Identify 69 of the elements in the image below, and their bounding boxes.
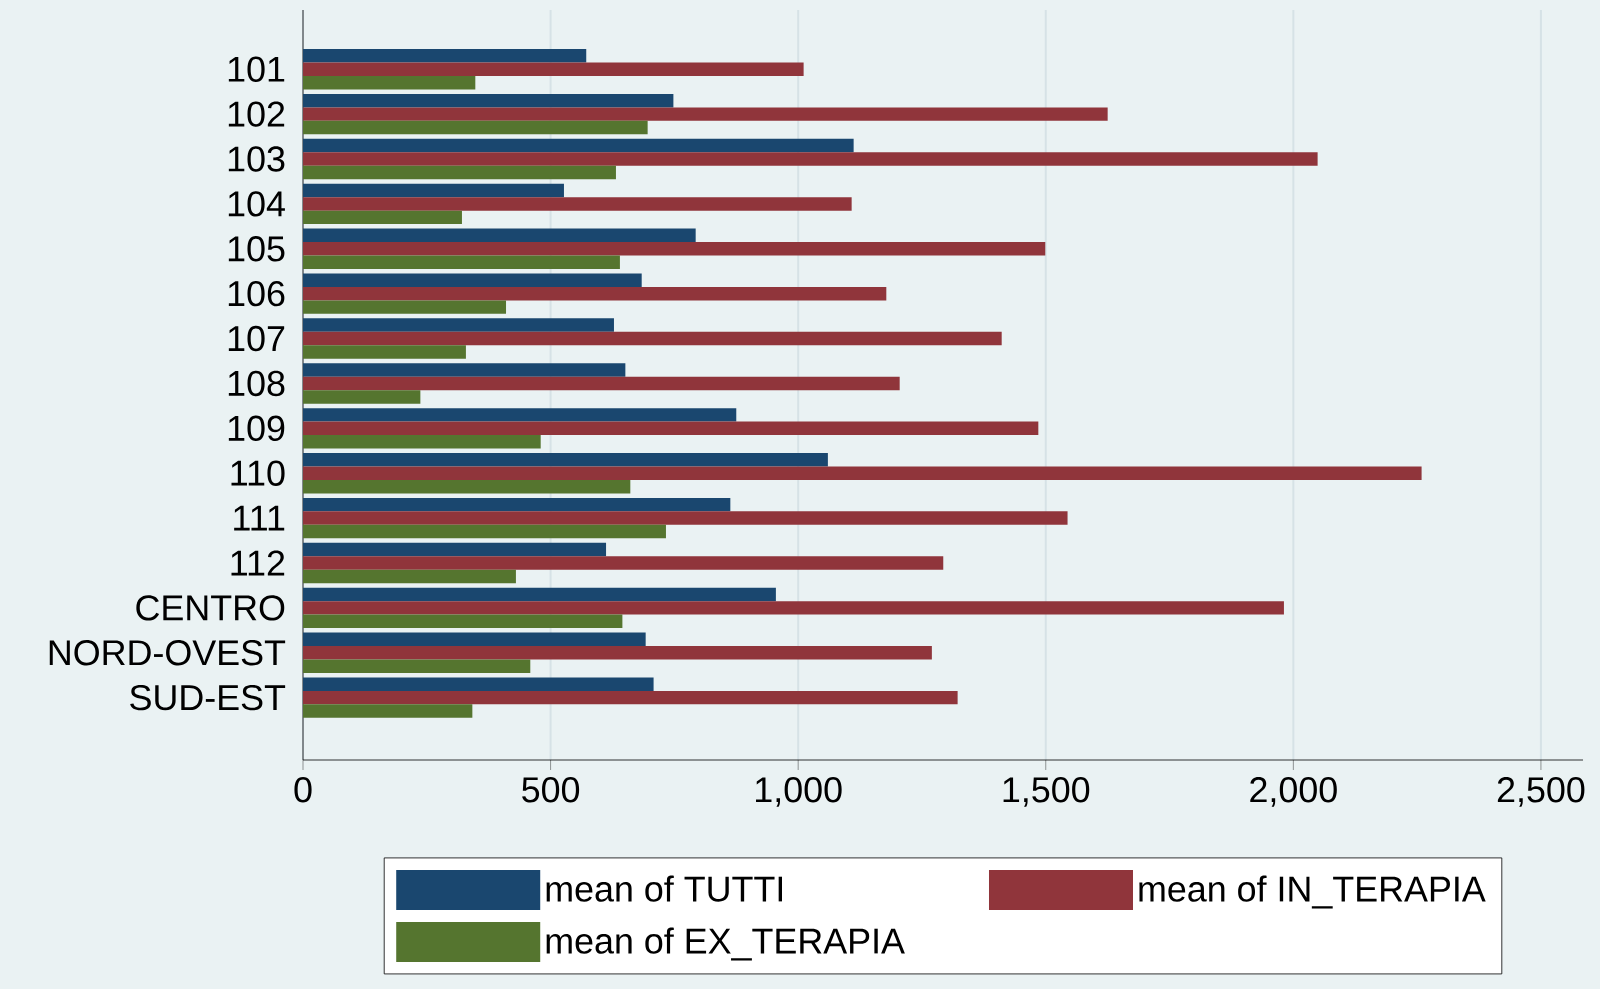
bar [303, 165, 616, 180]
legend-label: mean of TUTTI [546, 875, 783, 902]
y-tick-label: NORD-OVEST [49, 640, 286, 666]
bar [303, 228, 696, 243]
bar [303, 286, 887, 301]
bar [303, 614, 623, 629]
y-tick-label: CENTRO [136, 595, 285, 621]
bar [303, 556, 944, 570]
bar [303, 120, 648, 135]
bar [303, 255, 620, 269]
y-tick-label: 105 [228, 236, 285, 262]
bar [303, 408, 737, 422]
bar [303, 197, 852, 211]
bar [303, 704, 473, 718]
bar [303, 646, 932, 660]
legend-label: mean of IN_TERAPIA [1139, 875, 1486, 909]
y-tick-label: 108 [228, 370, 285, 397]
x-tick-label: 500 [522, 777, 580, 803]
bar [303, 466, 1422, 480]
bar [303, 363, 626, 377]
bar [303, 300, 507, 314]
y-tick-label: 110 [231, 460, 285, 486]
bar [303, 49, 587, 63]
bar [303, 601, 1284, 615]
bar [303, 62, 804, 76]
bar [303, 690, 958, 705]
bar [303, 242, 1046, 256]
bar [303, 138, 854, 153]
bar [303, 107, 1108, 121]
y-tick-label: 102 [228, 101, 285, 127]
bar [303, 75, 476, 90]
bar [303, 479, 631, 494]
x-tick-label: 1,000 [756, 777, 842, 807]
bar [303, 183, 564, 198]
y-tick-label: SUD-EST [130, 684, 286, 711]
bar [303, 345, 466, 359]
bar [303, 152, 1318, 166]
y-tick-label: 101 [228, 56, 285, 82]
bar [303, 318, 614, 332]
x-tick-label: 2,500 [1497, 777, 1585, 807]
bar [303, 497, 731, 512]
bar [303, 569, 516, 584]
bar [303, 273, 642, 287]
x-tick-label: 2,000 [1250, 777, 1337, 807]
bar [303, 376, 900, 391]
y-tick-label: 111 [234, 505, 285, 531]
bar [303, 331, 1002, 346]
y-tick-label: 107 [228, 325, 285, 352]
bar [303, 453, 828, 467]
bar [303, 659, 531, 673]
bar [303, 390, 421, 404]
legend-label: mean of EX_TERAPIA [546, 927, 905, 961]
y-tick-label: 106 [228, 280, 285, 307]
x-tick-label: 1,500 [1003, 777, 1090, 807]
bar [303, 435, 541, 449]
x-tick-label: 0 [294, 777, 312, 803]
bar [303, 93, 674, 108]
bar [303, 632, 646, 647]
bar [303, 677, 654, 691]
bar [303, 511, 1068, 525]
bar [303, 524, 666, 539]
bar [303, 542, 607, 557]
y-tick-label: 109 [228, 415, 285, 442]
y-tick-label: 112 [231, 550, 285, 576]
bar [303, 421, 1039, 436]
y-tick-label: 103 [228, 146, 285, 172]
bar [303, 587, 776, 602]
bar [303, 210, 462, 225]
y-tick-label: 104 [228, 191, 285, 217]
